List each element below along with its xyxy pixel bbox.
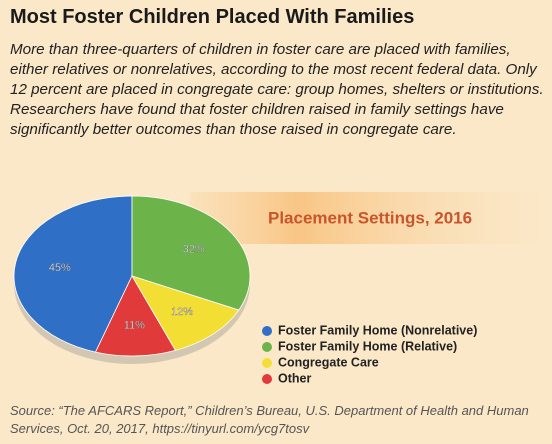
pie-slice: [131, 275, 240, 351]
legend-dot: [262, 342, 272, 352]
slice-label: 45%: [49, 262, 71, 274]
pie-slice: [13, 195, 133, 353]
subtitle: More than three-quarters of children in …: [10, 41, 544, 138]
slice-label: 32%: [183, 243, 205, 255]
title-band: [190, 192, 552, 244]
legend-dot: [262, 358, 272, 368]
pie-slice: [94, 275, 177, 357]
chart-title: Placement Settings, 2016: [268, 208, 472, 227]
legend-label: Foster Family Home (Relative): [278, 339, 457, 353]
slice-label: 11%: [124, 319, 145, 331]
source: Source: “The AFCARS Report,” Children’s …: [10, 403, 529, 436]
legend-dot: [262, 374, 272, 384]
legend-label: Congregate Care: [278, 355, 379, 369]
slice-label: 12%: [171, 306, 193, 318]
legend-label: Other: [278, 371, 311, 385]
legend-dot: [262, 326, 272, 336]
pie-slice: [131, 195, 251, 311]
title: Most Foster Children Placed With Familie…: [10, 6, 415, 28]
legend-label: Foster Family Home (Nonrelative): [278, 323, 477, 337]
